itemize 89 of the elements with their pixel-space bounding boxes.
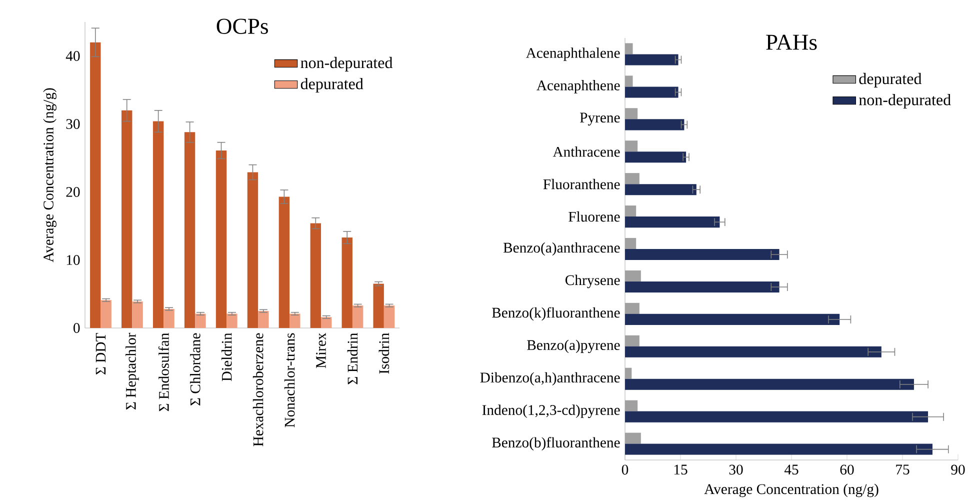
x-axis-title: Average Concentration (ng/g) — [704, 484, 878, 498]
x-tick-label: Σ Endosulfan — [158, 332, 169, 412]
x-tick-label: Σ Chlordane — [190, 333, 200, 406]
y-axis-title: Average Concentration (ng/g) — [43, 88, 56, 262]
y-tick-label: Benzo(b)fluoranthene — [492, 437, 620, 450]
chart-title: PAHs — [766, 34, 817, 50]
y-tick-label: 20 — [66, 187, 80, 197]
bar — [625, 346, 882, 358]
bar — [625, 76, 633, 87]
bar — [278, 196, 290, 328]
y-tick-label: Chrysene — [566, 274, 620, 288]
y-tick-label: 0 — [74, 323, 80, 333]
bar — [625, 173, 640, 184]
bar — [132, 301, 143, 328]
y-tick-label: Anthracene — [552, 146, 620, 157]
bar — [321, 317, 332, 328]
bar — [625, 302, 640, 314]
y-tick-label: Acenaphthene — [536, 80, 620, 94]
bar — [342, 238, 352, 328]
bar — [90, 42, 101, 328]
bar — [625, 432, 641, 444]
bar — [226, 314, 238, 328]
bar — [625, 314, 840, 325]
x-tick-label: 75 — [896, 464, 910, 474]
chart-title: OCPs — [216, 18, 268, 34]
bar — [625, 206, 636, 217]
bar — [625, 400, 638, 412]
bar — [164, 308, 174, 328]
x-tick-label: Hexachloroberzene — [252, 333, 264, 446]
bar — [195, 314, 206, 328]
x-tick-label: Dieldrin — [221, 332, 232, 382]
x-tick-label: Σ Heptachlor — [126, 332, 139, 410]
bar — [625, 378, 914, 390]
y-tick-label: 30 — [66, 119, 80, 129]
legend-label: non-depurated — [859, 94, 951, 109]
x-tick-label: Isodrin — [378, 332, 390, 374]
bar — [625, 249, 780, 260]
bar — [625, 270, 641, 282]
y-tick-label: Benzo(a)anthracene — [503, 242, 620, 256]
bar — [625, 140, 638, 152]
x-tick-label: Σ DDT — [96, 332, 106, 374]
bar — [310, 223, 321, 328]
x-tick-label: 90 — [951, 464, 965, 475]
y-tick-label: Indeno(1,2,3-cd)pyrene — [482, 404, 620, 418]
bar — [625, 281, 780, 293]
y-tick-label: Acenaphthalene — [526, 48, 620, 61]
bar — [625, 238, 636, 250]
bar — [625, 368, 632, 379]
y-tick-label: Benzo(k)fluoranthene — [492, 307, 620, 321]
bar — [352, 306, 364, 328]
x-tick-label: 15 — [674, 464, 688, 475]
y-tick-label: 10 — [66, 255, 80, 265]
y-tick-label: Benzo(a)pyrene — [527, 340, 620, 354]
bar — [122, 110, 132, 328]
y-tick-label: Dibenzo(a,h)anthracene — [480, 372, 620, 386]
x-tick-label: 30 — [729, 464, 743, 475]
bar — [625, 119, 684, 130]
bar — [184, 132, 196, 328]
bar — [247, 172, 258, 328]
x-tick-label: 60 — [840, 464, 854, 475]
y-tick-label: Fluorene — [568, 211, 620, 222]
legend-label: depurated — [300, 78, 364, 93]
bar — [625, 54, 678, 66]
legend-label: depurated — [859, 72, 922, 88]
bar — [152, 121, 164, 328]
bar — [625, 86, 678, 98]
bar — [625, 43, 633, 54]
bar — [373, 284, 384, 328]
x-tick-label: Σ Endrin — [347, 332, 358, 384]
bar — [625, 444, 932, 455]
bar — [100, 300, 112, 328]
legend-label: non-depurated — [300, 56, 393, 72]
x-tick-label: 0 — [622, 464, 628, 475]
bar — [384, 306, 395, 328]
bar — [258, 311, 269, 328]
bar — [625, 184, 696, 196]
y-tick-label: Fluoranthene — [543, 178, 620, 190]
x-tick-label: Nonachlor-trans — [284, 333, 295, 428]
x-tick-label: Mirex — [316, 332, 326, 368]
bar — [290, 314, 300, 328]
y-tick-label: Pyrene — [580, 112, 620, 126]
bar — [625, 108, 638, 120]
bar — [625, 152, 686, 163]
y-tick-label: 40 — [66, 51, 80, 61]
bar — [625, 335, 640, 346]
bar — [625, 411, 928, 422]
bar — [625, 216, 720, 228]
bar — [216, 150, 227, 328]
x-tick-label: 45 — [784, 464, 798, 475]
